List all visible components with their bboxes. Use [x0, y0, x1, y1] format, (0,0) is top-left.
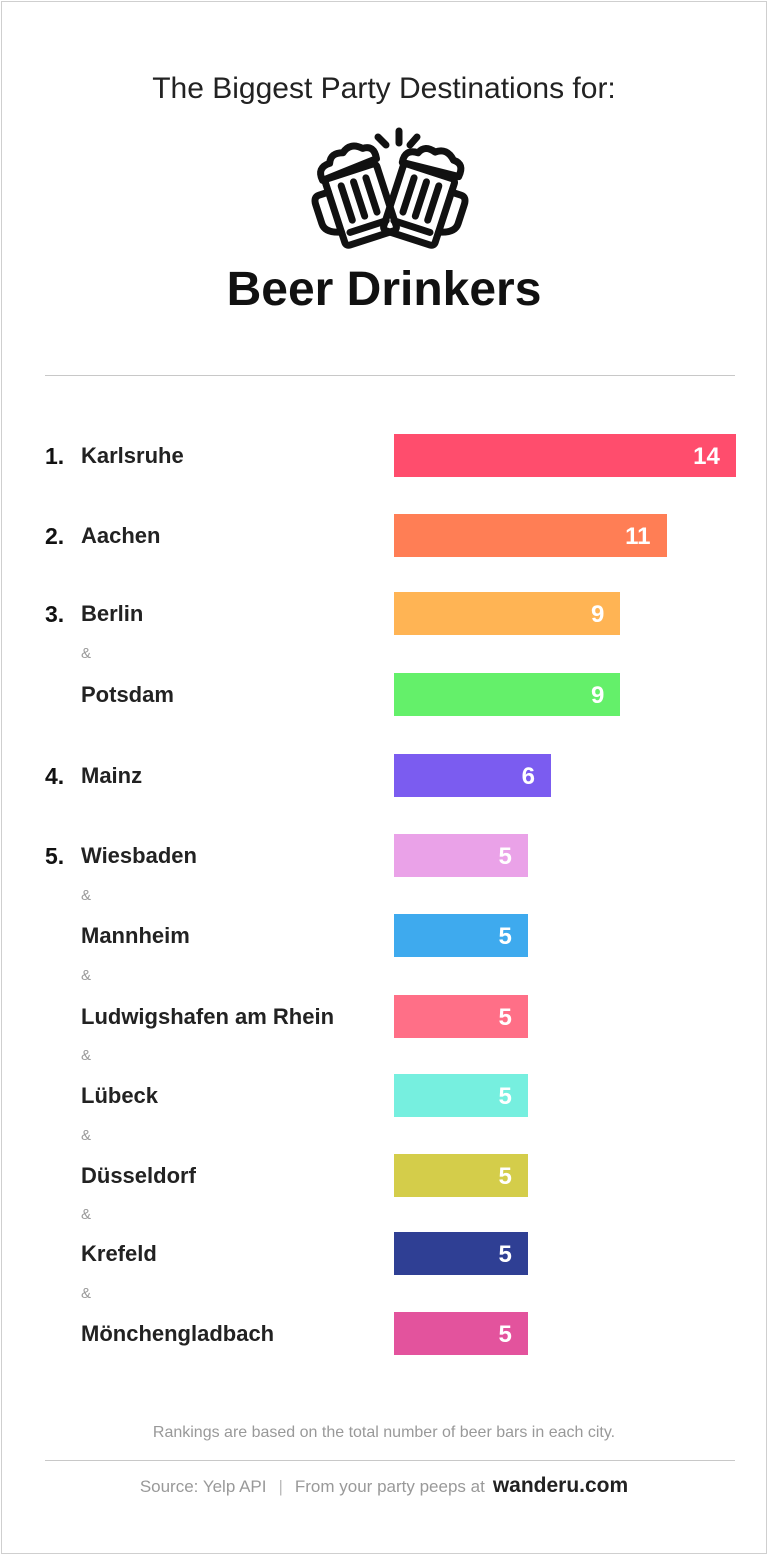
- city-label: Potsdam: [81, 682, 174, 707]
- bar: 9: [394, 673, 621, 716]
- city-label: Mainz: [81, 763, 143, 788]
- bar: 5: [394, 914, 528, 957]
- city-label: Krefeld: [81, 1241, 157, 1266]
- ampersand-separator: &: [81, 1284, 92, 1302]
- value-label: 5: [498, 843, 512, 870]
- bar-row: Krefeld 5: [0, 1232, 768, 1275]
- bar-row: Mannheim 5: [0, 914, 768, 957]
- city-label: Karlsruhe: [81, 443, 184, 468]
- bar-row: Lübeck 5: [0, 1074, 768, 1117]
- city-label: Wiesbaden: [81, 843, 197, 868]
- value-label: 6: [521, 763, 535, 790]
- value-label: 5: [498, 1241, 512, 1268]
- bar: 5: [394, 995, 528, 1038]
- footnote: Rankings are based on the total number o…: [152, 1424, 616, 1441]
- brand-link[interactable]: wanderu.com: [492, 1474, 629, 1497]
- divider: [45, 375, 735, 376]
- value-label: 5: [498, 1004, 512, 1031]
- bar: 11: [394, 514, 667, 557]
- bar: 5: [394, 834, 528, 877]
- city-label: Lübeck: [81, 1083, 159, 1108]
- bar-row: Düsseldorf 5: [0, 1154, 768, 1197]
- value-label: 14: [693, 443, 720, 470]
- bar-row: 2. Aachen 11: [0, 514, 768, 557]
- ampersand-separator: &: [81, 886, 92, 904]
- city-label: Mannheim: [81, 923, 190, 948]
- bar-row: 1. Karlsruhe 14: [0, 434, 768, 477]
- city-label: Düsseldorf: [81, 1163, 196, 1188]
- city-label: Aachen: [81, 523, 161, 548]
- bar: 6: [394, 754, 551, 797]
- bar-row: 4. Mainz 6: [0, 754, 768, 797]
- value-label: 5: [498, 1321, 512, 1348]
- bar-row: Potsdam 9: [0, 673, 768, 716]
- bar-row: 3. Berlin 9: [0, 592, 768, 635]
- rank-label: 4.: [45, 763, 65, 789]
- ampersand-separator: &: [81, 645, 92, 662]
- value-label: 5: [498, 923, 512, 950]
- bar-row: 5. Wiesbaden 5: [0, 834, 768, 877]
- ampersand-separator: &: [81, 1047, 92, 1064]
- bar: 5: [394, 1312, 528, 1355]
- bar: 5: [394, 1074, 528, 1117]
- bar: 5: [394, 1154, 528, 1197]
- divider: [45, 1460, 735, 1461]
- value-label: 11: [625, 523, 651, 550]
- bar: 14: [394, 434, 736, 477]
- value-label: 5: [498, 1163, 512, 1190]
- ampersand-separator: &: [81, 1126, 92, 1144]
- bar-row: Ludwigshafen am Rhein 5: [0, 995, 768, 1038]
- bar: 9: [394, 592, 621, 635]
- bar-row: Mönchengladbach 5: [0, 1312, 768, 1355]
- credit-text: From your party peeps at: [294, 1477, 485, 1496]
- value-label: 9: [590, 601, 605, 628]
- footer: Source: Yelp API | From your party peeps a…: [0, 1474, 768, 1498]
- value-label: 5: [498, 1083, 512, 1110]
- footer-divider: |: [278, 1477, 283, 1496]
- rank-label: 1.: [45, 443, 65, 469]
- chart-title: The Biggest Party Destinations for:: [152, 72, 616, 105]
- city-label: Berlin: [81, 601, 144, 626]
- beer-mugs-cheers-icon: [311, 127, 469, 249]
- source-text: Source: Yelp API: [139, 1477, 267, 1496]
- city-label: Ludwigshafen am Rhein: [81, 1004, 335, 1029]
- ampersand-separator: &: [81, 967, 92, 984]
- rank-label: 2.: [45, 523, 65, 549]
- rank-label: 5.: [45, 843, 65, 869]
- city-label: Mönchengladbach: [81, 1321, 275, 1346]
- bar: 5: [394, 1232, 528, 1275]
- rank-label: 3.: [45, 601, 65, 627]
- ampersand-separator: &: [81, 1205, 92, 1223]
- chart-subtitle: Beer Drinkers: [226, 263, 542, 316]
- value-label: 9: [590, 682, 605, 709]
